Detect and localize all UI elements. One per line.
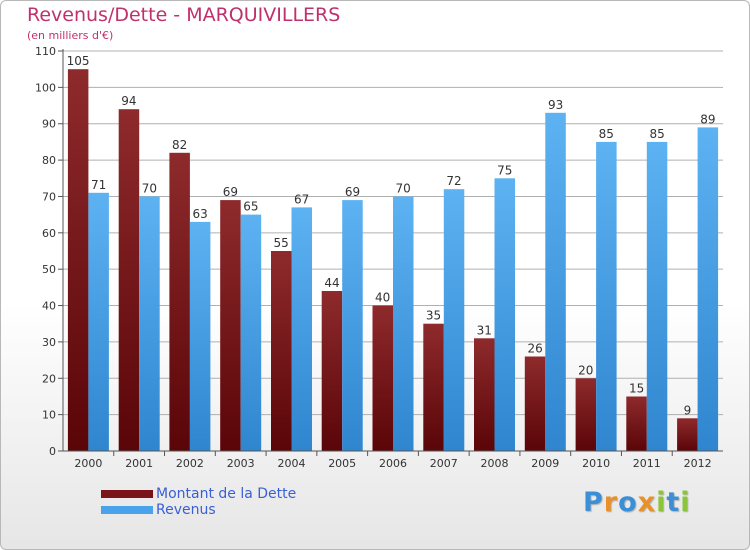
revenus-value-label: 70 — [396, 182, 411, 196]
legend-swatch-revenus — [101, 506, 153, 514]
y-tick-label: 60 — [42, 227, 56, 240]
revenus-bar — [291, 207, 312, 451]
dette-value-label: 44 — [324, 276, 339, 290]
revenus-bar — [189, 221, 211, 451]
dette-bar — [271, 251, 292, 451]
logo-letter: P — [583, 487, 604, 518]
dette-value-label: 20 — [578, 363, 593, 377]
legend-label-revenus: Revenus — [156, 502, 216, 518]
x-tick-label: 2003 — [227, 457, 255, 470]
y-tick-label: 30 — [42, 336, 56, 349]
revenus-bar — [139, 196, 160, 451]
x-tick-label: 2012 — [684, 457, 712, 470]
legend-swatch-dette — [101, 490, 153, 498]
revenus-bar — [393, 196, 414, 451]
legend-label-dette: Montant de la Dette — [156, 486, 297, 502]
chart-title: Revenus/Dette - MARQUIVILLERS — [27, 4, 341, 26]
revenus-bar — [88, 192, 109, 452]
dette-value-label: 69 — [223, 185, 238, 199]
dette-bar — [575, 378, 597, 451]
dette-bar — [474, 338, 495, 451]
x-tick-label: 2007 — [430, 457, 458, 470]
logo-letter: x — [637, 487, 657, 518]
revenus-bar — [494, 178, 515, 452]
dette-value-label: 31 — [477, 323, 492, 337]
dette-value-label: 105 — [67, 54, 90, 68]
revenus-bar — [545, 112, 566, 452]
y-tick-label: 50 — [42, 263, 56, 276]
revenus-bar — [596, 141, 617, 451]
y-tick-label: 100 — [35, 81, 56, 94]
revenus-value-label: 89 — [700, 112, 715, 126]
dette-value-label: 94 — [121, 94, 136, 108]
x-tick-label: 2010 — [582, 457, 610, 470]
dette-value-label: 26 — [527, 342, 542, 356]
y-tick-label: 90 — [42, 118, 56, 131]
dette-value-label: 15 — [629, 382, 644, 396]
revenus-value-label: 93 — [548, 98, 563, 112]
revenus-bar — [697, 127, 719, 452]
revenus-bar — [443, 189, 465, 451]
x-tick-label: 2011 — [633, 457, 661, 470]
x-tick-label: 2000 — [74, 457, 102, 470]
revenus-bar — [342, 200, 363, 451]
y-tick-label: 80 — [42, 154, 56, 167]
revenus-value-label: 65 — [243, 200, 258, 214]
x-tick-label: 2006 — [379, 457, 407, 470]
y-tick-label: 40 — [42, 300, 56, 313]
x-tick-label: 2002 — [176, 457, 204, 470]
revenus-value-label: 70 — [142, 182, 157, 196]
revenus-bar — [646, 141, 668, 451]
y-tick-label: 10 — [42, 409, 56, 422]
dette-bar — [118, 109, 140, 451]
dette-value-label: 35 — [426, 309, 441, 323]
revenus-value-label: 85 — [599, 127, 614, 141]
dette-bar — [372, 305, 393, 451]
revenus-value-label: 72 — [446, 174, 461, 188]
dette-bar — [524, 356, 546, 451]
logo-letter: o — [618, 487, 638, 518]
logo-letter: i — [656, 487, 667, 518]
revenus-value-label: 75 — [497, 163, 512, 177]
dette-bar — [677, 418, 698, 451]
x-tick-label: 2005 — [328, 457, 356, 470]
x-tick-label: 2009 — [531, 457, 559, 470]
dette-value-label: 55 — [274, 236, 289, 250]
proxiti-logo: Proxiti — [583, 487, 691, 518]
logo-letter: r — [603, 487, 619, 518]
dette-bar — [321, 291, 343, 451]
y-tick-label: 0 — [49, 445, 56, 458]
dette-bar — [626, 396, 647, 451]
logo-letter: t — [666, 487, 681, 518]
dette-value-label: 9 — [684, 403, 692, 417]
dette-value-label: 82 — [172, 138, 187, 152]
dette-bar — [67, 69, 89, 451]
x-tick-label: 2004 — [278, 457, 306, 470]
revenus-value-label: 67 — [294, 192, 309, 206]
dette-bar — [423, 323, 444, 451]
chart-subtitle: (en milliers d'€) — [27, 29, 114, 42]
y-tick-label: 110 — [35, 45, 56, 58]
revenus-value-label: 71 — [91, 178, 106, 192]
x-tick-label: 2001 — [125, 457, 153, 470]
revenus-bar — [240, 214, 262, 451]
logo-letter: i — [680, 487, 691, 518]
dette-value-label: 40 — [375, 291, 390, 305]
revenus-value-label: 69 — [345, 185, 360, 199]
revenus-value-label: 85 — [649, 127, 664, 141]
y-tick-label: 70 — [42, 190, 56, 203]
x-tick-label: 2008 — [481, 457, 509, 470]
revenus-value-label: 63 — [193, 207, 208, 221]
dette-bar — [169, 152, 190, 452]
dette-bar — [220, 200, 241, 451]
y-tick-label: 20 — [42, 372, 56, 385]
